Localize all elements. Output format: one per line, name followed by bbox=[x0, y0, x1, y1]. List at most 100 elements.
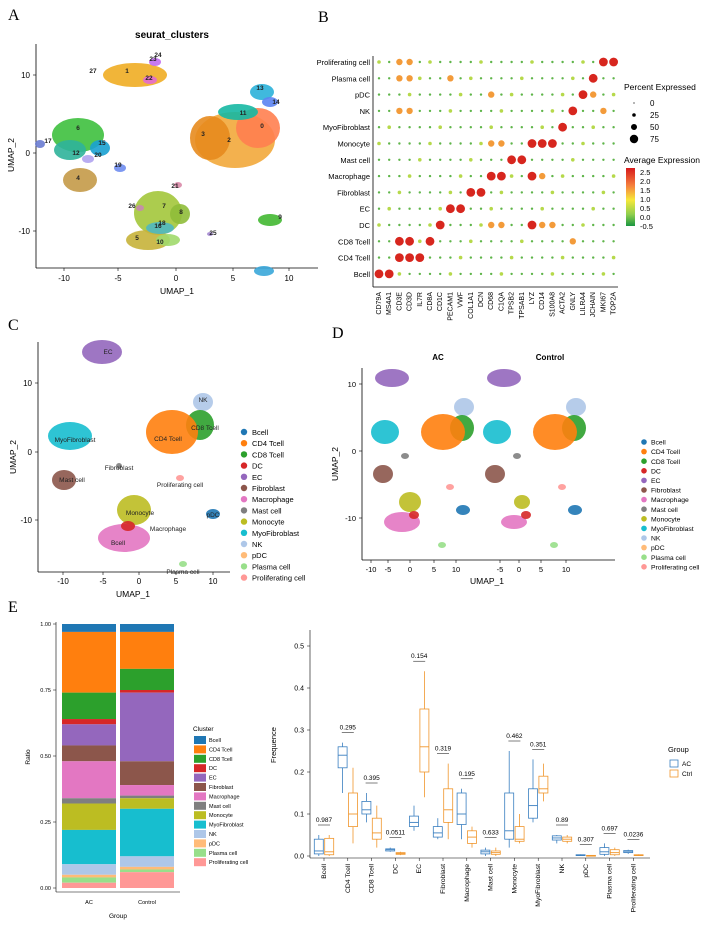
stacked-segment-proliferating-cell bbox=[120, 872, 174, 888]
dotplot-gene-label: LYZ bbox=[529, 291, 536, 304]
dotplot-dot bbox=[497, 171, 506, 181]
box-ctrl bbox=[324, 837, 335, 856]
dotplot-dot bbox=[398, 223, 401, 227]
stacked-segment-mast-cell bbox=[62, 798, 116, 804]
legend-swatch bbox=[641, 525, 647, 532]
stacked-segment-myofibroblast bbox=[120, 808, 174, 857]
box-ac bbox=[528, 788, 538, 819]
dotplot-dot bbox=[530, 256, 534, 259]
dotplot-dot bbox=[581, 223, 585, 227]
dotplot-dot bbox=[448, 190, 453, 195]
legend-label: pDC bbox=[252, 551, 268, 560]
dotplot-dot bbox=[541, 158, 544, 161]
cluster-blob bbox=[149, 58, 161, 66]
dotplot-dot bbox=[520, 256, 523, 259]
dotplot-dot bbox=[590, 91, 597, 98]
cluster-proliferating-cell bbox=[176, 475, 184, 481]
stacked-segment-plasma-cell bbox=[120, 869, 174, 873]
dotplot-dot bbox=[530, 272, 534, 276]
dotplot-dot bbox=[447, 75, 454, 82]
dotplot-dot bbox=[581, 240, 585, 243]
stacked-segment-macrophage bbox=[62, 761, 116, 799]
dotplot-dot bbox=[581, 60, 585, 64]
dotplot-dot bbox=[541, 77, 544, 80]
dotplot-dot bbox=[459, 142, 462, 145]
dotplot-dot bbox=[438, 125, 443, 129]
cluster-bcell bbox=[206, 509, 220, 519]
dotplot-dot bbox=[459, 272, 462, 276]
dotplot-dot bbox=[469, 272, 472, 276]
panel-d-ylabel: UMAP_2 bbox=[330, 447, 340, 481]
legend-label: MyoFibroblast bbox=[651, 526, 694, 533]
dotplot-dot bbox=[449, 174, 452, 178]
cell-type-label: Fibroblast bbox=[105, 465, 134, 472]
panel-a-xlabel: UMAP_1 bbox=[160, 286, 194, 296]
y-tick-label: 0.25 bbox=[40, 820, 51, 826]
dotplot-dot bbox=[407, 174, 412, 178]
panel-e-box-ylabel: Frequence bbox=[269, 727, 278, 763]
dotplot-dot bbox=[581, 126, 585, 129]
dotplot-dot bbox=[418, 60, 421, 64]
panel-e-stacked-bars bbox=[62, 624, 174, 888]
dotplot-dot bbox=[571, 93, 574, 96]
dotplot-gene-label: CD1C bbox=[437, 292, 444, 311]
dotplot-gene-label: TPSAB1 bbox=[519, 292, 526, 319]
y-tick-label: -10 bbox=[20, 516, 32, 525]
x-tick-label: 5 bbox=[231, 274, 236, 283]
dotplot-dot bbox=[510, 60, 513, 64]
dotplot-dot bbox=[425, 236, 435, 246]
dotplot-dot bbox=[466, 188, 476, 197]
dotplot-dot bbox=[448, 109, 453, 113]
dotplot-dot bbox=[387, 125, 392, 129]
cluster-label: 21 bbox=[171, 183, 179, 190]
dotplot-dot bbox=[561, 191, 564, 194]
dotplot-dot bbox=[611, 174, 616, 178]
dotplot-dot bbox=[408, 142, 411, 145]
panel-d-clusters bbox=[371, 369, 586, 548]
cluster-plasma-cell bbox=[550, 542, 558, 548]
cluster-nk bbox=[193, 393, 213, 411]
dotplot-dot bbox=[377, 158, 381, 161]
box-ac bbox=[409, 815, 419, 827]
dotplot-dot bbox=[408, 126, 411, 129]
dotplot-gene-label: CD8A bbox=[427, 292, 434, 311]
dotplot-row-label: NK bbox=[360, 107, 370, 116]
dotplot-dot bbox=[388, 256, 391, 259]
cluster-blob bbox=[126, 230, 170, 250]
legend-label: Bcell bbox=[209, 738, 221, 744]
dotplot-dot bbox=[560, 92, 565, 97]
x-tick-label: Proliferating cell bbox=[630, 864, 637, 913]
dotplot-gene-label: C1QA bbox=[498, 292, 505, 311]
dotplot-dot bbox=[551, 158, 554, 161]
dotplot-dot bbox=[500, 126, 503, 129]
legend-label: Plasma cell bbox=[209, 851, 237, 857]
dotplot-dot bbox=[388, 174, 391, 178]
y-tick-label: 0 bbox=[26, 149, 31, 158]
cluster-macrophage bbox=[501, 515, 527, 529]
dotplot-dot bbox=[397, 272, 402, 276]
y-tick-label: -10 bbox=[345, 514, 356, 523]
dotplot-dot bbox=[537, 139, 547, 148]
dotplot-dot bbox=[592, 142, 595, 145]
cluster-ec bbox=[487, 369, 521, 387]
dotplot-dot bbox=[571, 191, 574, 194]
panel-b-dots bbox=[374, 57, 618, 279]
dotplot-gene-label: CD68 bbox=[488, 292, 495, 310]
dotplot-dot bbox=[439, 256, 442, 259]
legend-label: EC bbox=[252, 473, 263, 482]
legend-swatch bbox=[240, 484, 248, 492]
legend-label: AC bbox=[682, 761, 691, 768]
cluster-myofibroblast bbox=[371, 420, 399, 444]
dotplot-dot bbox=[418, 223, 421, 227]
dotplot-dot bbox=[520, 223, 523, 227]
cluster-bcell bbox=[456, 505, 470, 515]
dotplot-dot bbox=[551, 240, 554, 243]
dotplot-dot bbox=[418, 126, 421, 129]
legend-label: Fibroblast bbox=[209, 785, 234, 791]
dotplot-dot bbox=[488, 140, 495, 147]
dotplot-dot bbox=[499, 190, 504, 195]
x-tick-label: -5 bbox=[385, 565, 392, 574]
dotplot-dot bbox=[374, 269, 384, 279]
panel-e-box-legend: AC Ctrl bbox=[669, 759, 693, 778]
dotplot-dot bbox=[509, 92, 514, 97]
